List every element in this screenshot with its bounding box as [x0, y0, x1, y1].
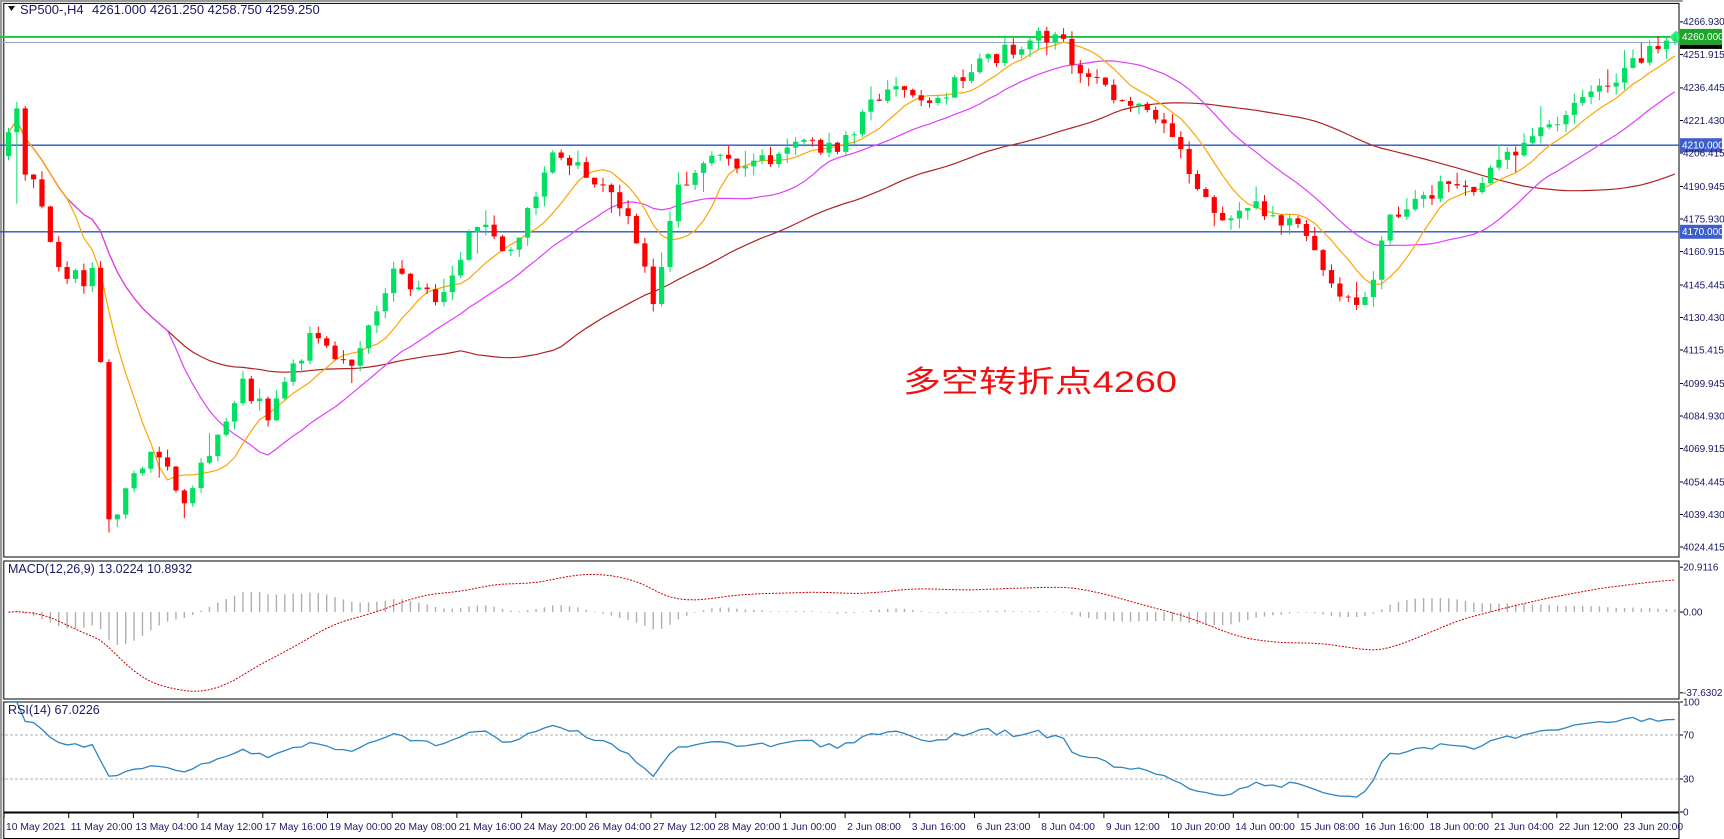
svg-text:21 Jun 04:00: 21 Jun 04:00: [1494, 822, 1554, 833]
svg-text:28 May 20:00: 28 May 20:00: [718, 822, 781, 833]
svg-text:3 Jun 16:00: 3 Jun 16:00: [912, 822, 966, 833]
svg-text:13 May 04:00: 13 May 04:00: [135, 822, 198, 833]
svg-text:4099.945: 4099.945: [1683, 379, 1724, 390]
svg-text:4266.930: 4266.930: [1683, 17, 1724, 28]
svg-text:RSI(14) 67.0226: RSI(14) 67.0226: [8, 703, 100, 717]
svg-text:10 May 2021: 10 May 2021: [6, 822, 66, 833]
svg-text:18 Jun 00:00: 18 Jun 00:00: [1429, 822, 1489, 833]
svg-text:4069.915: 4069.915: [1683, 444, 1724, 455]
svg-text:4221.430: 4221.430: [1683, 116, 1724, 127]
svg-text:4251.915: 4251.915: [1683, 50, 1724, 61]
svg-text:4236.445: 4236.445: [1683, 83, 1724, 94]
svg-text:0: 0: [1683, 807, 1689, 818]
svg-text:4175.930: 4175.930: [1683, 214, 1724, 225]
svg-text:9 Jun 12:00: 9 Jun 12:00: [1106, 822, 1160, 833]
svg-text:1 Jun 00:00: 1 Jun 00:00: [782, 822, 836, 833]
svg-text:15 Jun 08:00: 15 Jun 08:00: [1300, 822, 1360, 833]
svg-text:4190.945: 4190.945: [1683, 182, 1724, 193]
svg-text:21 May 16:00: 21 May 16:00: [459, 822, 522, 833]
svg-text:16 Jun 16:00: 16 Jun 16:00: [1365, 822, 1425, 833]
svg-text:4145.445: 4145.445: [1683, 280, 1724, 291]
svg-text:8 Jun 04:00: 8 Jun 04:00: [1041, 822, 1095, 833]
svg-text:14 May 12:00: 14 May 12:00: [200, 822, 263, 833]
svg-text:4054.445: 4054.445: [1683, 477, 1724, 488]
svg-text:4260.000: 4260.000: [1682, 32, 1724, 43]
svg-text:30: 30: [1683, 774, 1695, 785]
svg-text:4039.430: 4039.430: [1683, 510, 1724, 521]
svg-text:4084.930: 4084.930: [1683, 411, 1724, 422]
svg-text:26 May 04:00: 26 May 04:00: [588, 822, 651, 833]
svg-text:4024.415: 4024.415: [1683, 542, 1724, 553]
svg-text:22 Jun 12:00: 22 Jun 12:00: [1559, 822, 1619, 833]
svg-text:20 May 08:00: 20 May 08:00: [394, 822, 457, 833]
svg-text:27 May 12:00: 27 May 12:00: [653, 822, 716, 833]
svg-text:6 Jun 23:00: 6 Jun 23:00: [977, 822, 1031, 833]
svg-text:SP500-,H4: SP500-,H4: [20, 2, 84, 17]
svg-text:24 May 20:00: 24 May 20:00: [524, 822, 587, 833]
svg-text:23 Jun 20:00: 23 Jun 20:00: [1624, 822, 1684, 833]
svg-text:19 May 00:00: 19 May 00:00: [330, 822, 393, 833]
svg-text:4115.415: 4115.415: [1683, 345, 1724, 356]
svg-text:0.00: 0.00: [1683, 607, 1703, 618]
svg-text:2 Jun 08:00: 2 Jun 08:00: [847, 822, 901, 833]
svg-text:多空转折点4260: 多空转折点4260: [903, 366, 1177, 399]
svg-text:70: 70: [1683, 730, 1695, 741]
svg-text:14 Jun 00:00: 14 Jun 00:00: [1235, 822, 1295, 833]
svg-text:4130.430: 4130.430: [1683, 313, 1724, 324]
svg-text:4206.415: 4206.415: [1683, 148, 1724, 159]
svg-text:10 Jun 20:00: 10 Jun 20:00: [1171, 822, 1231, 833]
svg-text:100: 100: [1683, 697, 1700, 708]
svg-text:4160.915: 4160.915: [1683, 247, 1724, 258]
svg-text:4261.000 4261.250 4258.750 425: 4261.000 4261.250 4258.750 4259.250: [92, 2, 320, 17]
svg-text:17 May 16:00: 17 May 16:00: [265, 822, 328, 833]
svg-text:MACD(12,26,9) 13.0224 10.8932: MACD(12,26,9) 13.0224 10.8932: [8, 562, 192, 576]
svg-text:4170.000: 4170.000: [1682, 227, 1724, 238]
svg-text:11 May 20:00: 11 May 20:00: [71, 822, 133, 833]
svg-text:20.9116: 20.9116: [1683, 563, 1719, 574]
